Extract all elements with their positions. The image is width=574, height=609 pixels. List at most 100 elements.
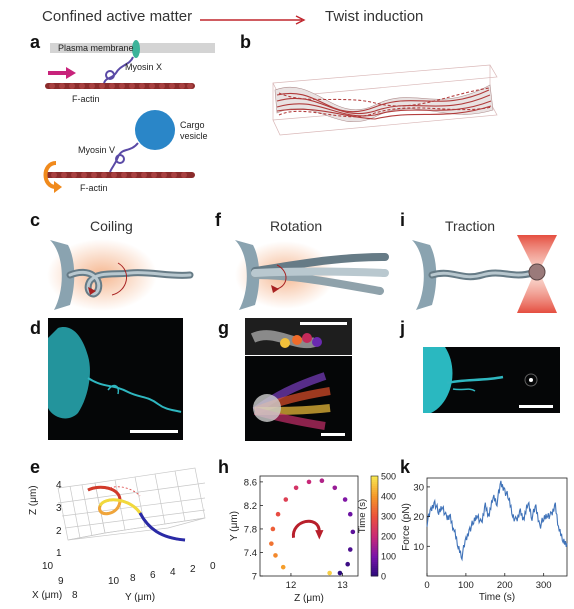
f-actin-bottom-filament [45,172,195,178]
e-x-axis-label: X (μm) [32,590,63,601]
h-colorbar-segment [371,536,378,539]
orange-rotation-arrow [43,161,57,189]
label-cargo: Cargo [180,120,205,130]
coiling-illustration [47,239,194,311]
h-colorbar-segment [371,558,378,561]
h-colorbar-segment [371,544,378,547]
h-scatter-point [327,570,332,576]
h-scatter-point [319,478,325,484]
h-colorbar-segment [371,572,378,575]
h-y-axis-label: Y (μm) [229,511,240,541]
h-colorbar-segment [371,560,378,563]
scale-bar-d [130,430,178,433]
label-f-actin-bottom: F-actin [80,183,108,193]
k-y-tick-label: 30 [413,482,424,493]
h-scatter-point [347,547,353,552]
f-actin-top-filament [45,83,195,89]
h-colorbar-segment [371,502,378,505]
h-colorbar-segment [371,524,378,527]
h-colorbar-segment [371,496,378,499]
panel-label-b: b [240,32,251,52]
h-colorbar-segment [371,574,378,577]
e-x-tick-9: 9 [58,576,64,587]
h-colorbar-segment [371,488,378,491]
h-scatter-point [270,526,276,532]
h-scatter-point [345,561,350,567]
h-scatter-point [269,541,274,546]
h-x-axis-label: Z (μm) [294,593,324,604]
e-y-tick-6: 6 [150,570,156,581]
h-colorbar-segment [371,508,378,511]
label-f-actin-top: F-actin [72,94,100,104]
k-x-tick-label: 100 [458,580,474,591]
h-colorbar-segment [371,484,378,487]
h-colorbar-segment [371,530,378,533]
e-z-tick-1: 1 [56,548,62,559]
panel-label-k: k [400,457,411,477]
e-x-tick-8: 8 [72,590,78,601]
h-y-tick-label: 7.8 [244,524,257,535]
k-y-tick-label: 20 [413,512,424,523]
k-force-line [426,480,568,562]
h-colorbar-segment [371,516,378,519]
cell-membrane-shape [50,240,75,310]
h-colorbar-tick: 100 [381,552,396,562]
h-colorbar-segment [371,506,378,509]
panel-label-c: c [30,210,41,230]
h-colorbar-segment [371,548,378,551]
h-colorbar-segment [371,480,378,483]
h-colorbar-tick: 200 [381,532,396,542]
h-colorbar-segment [371,556,378,559]
h-colorbar-segment [371,542,378,545]
h-colorbar-segment [371,526,378,529]
h-colorbar-segment [371,518,378,521]
k-x-tick-label: 300 [536,580,552,591]
h-colorbar-tick: 500 [381,472,396,482]
title-coiling: Coiling [90,218,133,234]
h-colorbar-segment [371,510,378,513]
h-scatter-point [275,511,281,517]
panel-label-i: i [400,210,406,230]
k-y-tick-label: 10 [413,542,424,553]
k-x-tick-label: 0 [424,580,429,591]
h-colorbar-segment [371,482,378,485]
h-colorbar-segment [371,498,378,501]
e-z-tick-3: 3 [56,503,62,514]
label-myosin-v: Myosin V [78,145,116,155]
k-x-axis-label: Time (s) [479,592,515,603]
rotation-illustration [235,240,389,310]
membrane-protein [132,40,140,58]
h-colorbar-tick: 0 [381,572,386,582]
h-colorbar-segment [371,562,378,565]
h-colorbar-segment [371,546,378,549]
h-colorbar-segment [371,540,378,543]
myosin-v-motor [109,142,139,173]
label-plasma-membrane: Plasma membrane [58,43,134,53]
h-colorbar-segment [371,564,378,567]
traction-illustration [412,235,557,313]
scale-bar-g-bottom [321,433,345,436]
scale-bar-g-top [300,322,347,325]
label-vesicle: vesicle [180,131,208,141]
e-z-tick-4: 4 [56,480,62,491]
h-colorbar-segment [371,504,378,507]
header-left-title: Confined active matter [42,8,193,25]
panel-label-f: f [215,210,221,230]
h-plot-frame [259,475,359,577]
h-colorbar-segment [371,476,378,479]
trapped-bead [528,263,546,281]
h-colorbar-segment [371,538,378,541]
title-traction: Traction [445,218,496,234]
panel-b-twisted-bundle [272,64,498,136]
e-z-tick-2: 2 [56,526,62,537]
h-rotation-arrow [292,519,321,538]
h-scatter-point [337,570,343,576]
k-y-axis-label: Force (pN) [401,503,412,551]
h-colorbar-segment [371,520,378,523]
panel-label-d: d [30,318,41,338]
h-x-tick-label: 12 [286,580,297,591]
panel-label-h: h [218,457,229,477]
h-y-tick-label: 8.2 [244,501,257,512]
panel-e-3d-trajectory [57,467,206,542]
